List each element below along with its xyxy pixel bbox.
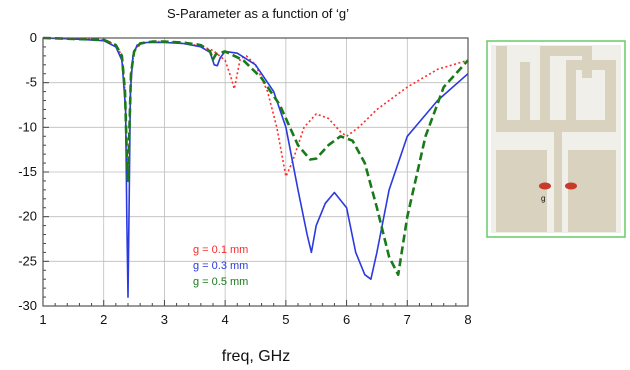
y-tick-label: -15: [18, 164, 37, 179]
y-tick-label: -10: [18, 119, 37, 134]
gap-label: g: [541, 194, 545, 203]
antenna-metal: [496, 46, 616, 232]
legend-entry-0: g = 0.1 mm: [193, 244, 248, 256]
y-tick-label: 0: [30, 30, 37, 45]
y-tick-label: -20: [18, 209, 37, 224]
x-tick-label: 8: [464, 312, 471, 327]
x-tick-label: 6: [343, 312, 350, 327]
series-lines: [42, 36, 469, 298]
legend: g = 0.1 mm g = 0.3 mm g = 0.5 mm: [193, 244, 248, 288]
y-tick-label: -5: [25, 75, 37, 90]
x-tick-label: 4: [222, 312, 229, 327]
port-marker-left: [539, 182, 551, 190]
grid: [42, 37, 469, 307]
y-tick-label: -30: [18, 298, 37, 313]
series-line-1: [42, 37, 469, 298]
plot-frame: [42, 37, 469, 307]
x-tick-label: 1: [39, 312, 46, 327]
x-tick-label: 3: [161, 312, 168, 327]
port-marker-right: [565, 182, 577, 190]
x-tick-label: 2: [100, 312, 107, 327]
antenna-inset: g: [486, 40, 626, 238]
series-line-2: [42, 36, 469, 276]
chart-title: S-Parameter as a function of ‘g’: [167, 6, 349, 21]
x-tick-label: 7: [404, 312, 411, 327]
series-line-0: [42, 37, 469, 182]
x-tick-label: 5: [282, 312, 289, 327]
axes: 0 -5 -10 -15 -20 -25 -301 2 3 4 5 6 7 8: [18, 30, 471, 327]
legend-entry-1: g = 0.3 mm: [193, 260, 248, 272]
x-axis-label: freq, GHz: [222, 348, 290, 365]
y-tick-label: -25: [18, 253, 37, 268]
legend-entry-2: g = 0.5 mm: [193, 276, 248, 288]
